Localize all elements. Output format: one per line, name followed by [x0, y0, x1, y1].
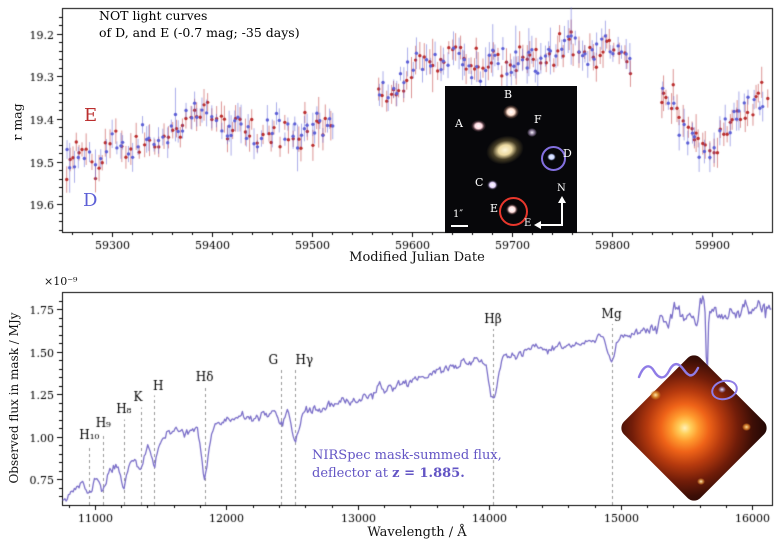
scale-bar	[451, 225, 468, 227]
image-c-blob	[487, 180, 498, 190]
light-curve-y-axis-label: r mag	[9, 103, 25, 141]
companion-source-1	[650, 390, 661, 400]
image-d-ring	[541, 146, 566, 171]
image-b-blob	[503, 105, 519, 119]
light-curve-x-axis-label: Modified Julian Date	[349, 250, 485, 265]
deflector-image-inset	[612, 350, 776, 506]
spectrum-y-axis-label: Observed flux in mask / MJy	[7, 312, 21, 484]
scale-bar-label: 1″	[453, 209, 464, 220]
y-axis-offset-text: ×10⁻⁹	[44, 275, 78, 288]
series-label-E: E	[84, 105, 98, 126]
mask-squiggle-icon	[637, 362, 700, 379]
compass-north-line	[561, 202, 563, 226]
compass-east-label: E	[524, 218, 532, 229]
image-e-ring	[499, 197, 528, 226]
redshift-value: z = 1.885.	[392, 465, 465, 481]
image-label-b: B	[504, 88, 513, 101]
series-label-D: D	[83, 190, 98, 211]
image-label-d: D	[563, 147, 572, 160]
compass-north-arrow-icon	[558, 196, 566, 203]
image-f-blob	[527, 128, 537, 137]
image-label-f: F	[534, 113, 542, 126]
annotation-line-2: of D, and E (-0.7 mag; -35 days)	[99, 24, 300, 40]
cluster-image-inset: A B C D E F 1″ N E	[445, 86, 577, 233]
spectrum-annotation-line-2: deflector at z = 1.885.	[312, 465, 465, 481]
image-a-blob	[471, 120, 486, 132]
compass-east-arrow-icon	[534, 221, 541, 229]
light-curve-plot	[0, 0, 780, 270]
companion-source-3	[697, 478, 705, 485]
spectrum-x-axis-label: Wavelength / Å	[367, 525, 467, 540]
companion-source-4	[718, 386, 726, 393]
image-label-e: E	[490, 202, 499, 215]
spectrum-annotation-line-1: NIRSpec mask-summed flux,	[312, 448, 502, 463]
compass-east-line	[541, 224, 563, 226]
image-label-a: A	[455, 117, 463, 130]
light-curve-annotation: NOT light curves of D, and E (-0.7 mag; …	[99, 8, 300, 41]
image-label-c: C	[475, 176, 484, 189]
spectrum-annotation: NIRSpec mask-summed flux, deflector at z…	[312, 447, 502, 482]
central-galaxy-blob	[483, 131, 527, 169]
compass-north-label: N	[557, 183, 566, 194]
companion-source-2	[742, 423, 751, 431]
annotation-line-1: NOT light curves	[99, 8, 208, 23]
